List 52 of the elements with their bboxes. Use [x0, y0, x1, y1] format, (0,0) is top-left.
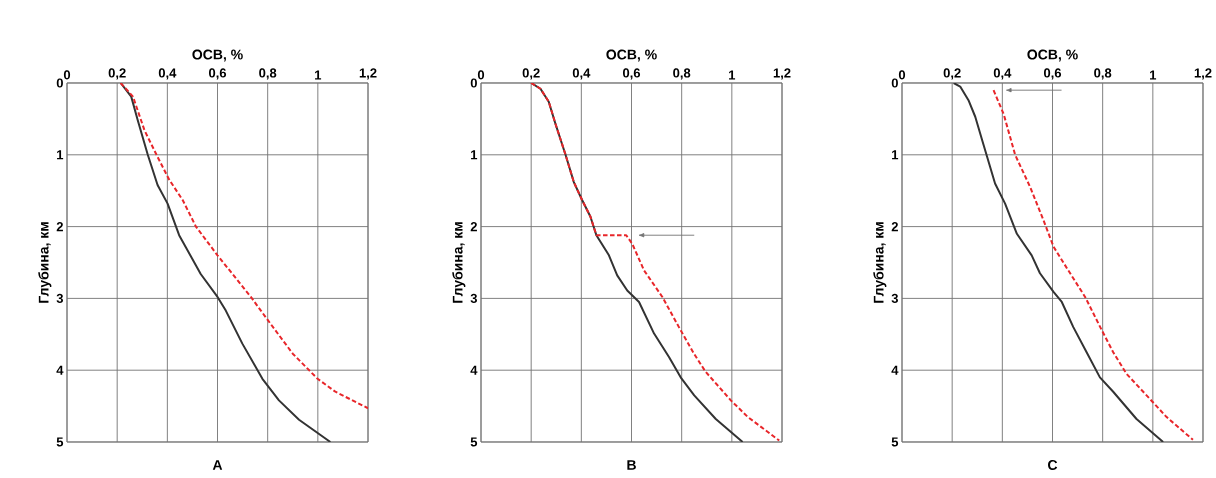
y-axis-title: Глубина, км	[38, 222, 52, 303]
y-tick-label: 5	[470, 437, 478, 447]
x-tick-label: 1	[315, 70, 322, 80]
x-tick-label: 0,8	[259, 68, 277, 80]
y-tick-label: 0	[891, 78, 898, 88]
line-series	[952, 83, 1165, 442]
x-axis-title: ОСВ, %	[192, 49, 243, 62]
x-tick-label: 0,6	[208, 68, 227, 80]
x-tick-label: 0,6	[1043, 68, 1062, 80]
line-series	[119, 83, 369, 410]
y-tick-label: 0	[470, 78, 477, 88]
y-tick-label: 2	[891, 222, 898, 232]
x-tick-label: 0	[63, 70, 71, 80]
x-tick-label: 0,4	[572, 68, 591, 80]
y-tick-label: 2	[56, 222, 63, 232]
y-tick-label: 1	[471, 150, 478, 160]
text: А	[212, 460, 223, 470]
y-tick-label: 4	[470, 365, 478, 375]
y-tick-label: 2	[470, 222, 477, 232]
x-tick-label: 1,2	[359, 68, 377, 80]
line-series	[992, 89, 1194, 441]
text: С	[1048, 460, 1058, 470]
text: В	[627, 460, 636, 470]
x-tick-label: 0	[898, 70, 906, 80]
x-axis-title: ОСВ, %	[1027, 49, 1078, 62]
x-tick-label: 0,8	[1094, 68, 1112, 80]
x-tick-label: 1,2	[773, 68, 791, 80]
y-tick-label: 3	[470, 293, 477, 303]
y-axis-title: Глубина, км	[452, 222, 466, 303]
x-axis-title: ОСВ, %	[606, 49, 657, 62]
line-series	[119, 83, 332, 442]
x-tick-label: 0,4	[158, 68, 177, 80]
x-tick-label: 0,2	[522, 68, 540, 80]
x-tick-label: 0	[477, 70, 485, 80]
x-tick-label: 0,2	[943, 68, 961, 80]
y-tick-label: 1	[892, 150, 899, 160]
y-tick-label: 3	[891, 293, 898, 303]
y-tick-label: 3	[56, 293, 64, 303]
y-tick-label: 0	[56, 78, 63, 88]
x-tick-label: 0,6	[622, 68, 641, 80]
x-tick-label: 1,2	[1194, 68, 1212, 80]
x-tick-label: 0,4	[993, 68, 1012, 80]
x-tick-label: 1	[729, 70, 736, 80]
x-tick-label: 0,2	[108, 68, 126, 80]
y-tick-label: 4	[891, 365, 899, 375]
x-tick-label: 1	[1150, 70, 1157, 80]
y-tick-label: 1	[57, 150, 64, 160]
y-tick-label: 5	[891, 437, 899, 447]
y-axis-title: Глубина, км	[873, 222, 887, 303]
x-tick-label: 0,8	[673, 68, 691, 80]
y-tick-label: 5	[56, 437, 64, 447]
y-tick-label: 4	[56, 365, 64, 375]
